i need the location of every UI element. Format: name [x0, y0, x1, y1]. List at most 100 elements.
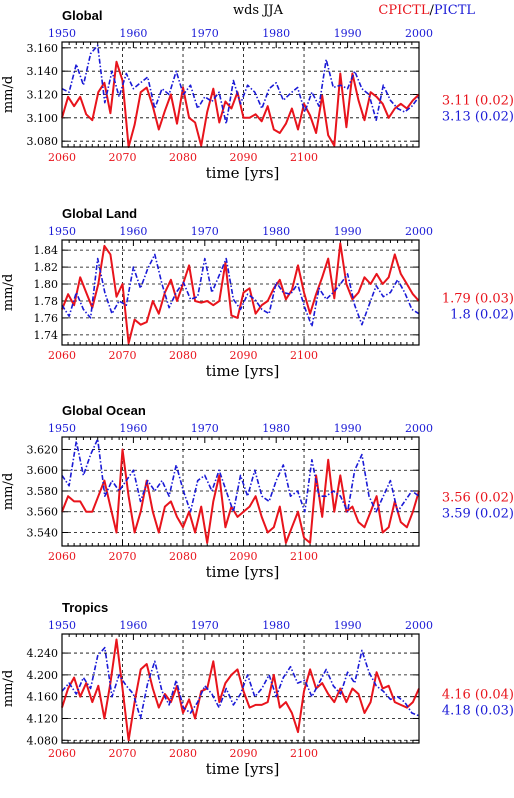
x-axis-label: time [yrs]: [206, 362, 280, 380]
y-tick-label: 4.080: [27, 734, 59, 747]
x-tick-label-bottom: 2080: [169, 747, 197, 760]
x-tick-label-bottom: 2100: [290, 747, 318, 760]
y-tick-label: 3.120: [27, 89, 59, 102]
stat-label-pictl: 4.18 (0.03): [442, 704, 514, 719]
x-tick-label-top: 1980: [262, 619, 290, 632]
y-tick-label: 3.620: [27, 443, 59, 456]
x-tick-label-bottom: 2100: [290, 349, 318, 362]
panels-container: Global 3.080 3.100 3.120 3.140 3.160 2060 2070 2…: [1, 8, 514, 778]
x-tick-label-top: 1980: [262, 225, 290, 238]
y-axis-label: mm/d: [1, 76, 16, 113]
x-tick-label-top: 1970: [191, 27, 219, 40]
y-tick-label: 3.100: [27, 112, 59, 125]
legend-red-label: CPICTL: [378, 3, 429, 18]
x-axis-label: time [yrs]: [206, 563, 280, 581]
y-tick-label: 1.74: [34, 329, 59, 342]
x-tick-label-bottom: 2080: [169, 550, 197, 563]
series-line-pictl: [61, 44, 420, 125]
x-tick-label-bottom: 2060: [48, 550, 76, 563]
x-tick-label-top: 2000: [405, 422, 433, 435]
stat-label-pictl: 3.13 (0.02): [442, 110, 514, 125]
x-tick-label-bottom: 2090: [230, 550, 258, 563]
x-tick-label-bottom: 2070: [109, 151, 137, 164]
y-tick-label: 3.600: [27, 464, 59, 477]
series-line-pictl: [61, 646, 420, 720]
x-tick-label-top: 1950: [48, 422, 76, 435]
x-tick-label-top: 1970: [191, 619, 219, 632]
y-tick-label: 3.540: [27, 527, 59, 540]
x-tick-label-top: 2000: [405, 225, 433, 238]
legend-separator: /: [429, 3, 434, 18]
panel-3: Global Ocean 3.540 3.560 3.580 3.600 3.620 206…: [1, 403, 514, 581]
x-tick-label-top: 1960: [119, 422, 147, 435]
stat-label-cpictl: 3.56 (0.02): [442, 491, 514, 506]
stat-label-pictl: 1.8 (0.02): [450, 308, 514, 323]
x-tick-label-top: 1970: [191, 225, 219, 238]
plot-frame: [61, 436, 420, 547]
plot-frame: [61, 633, 420, 744]
panel-title: Global Ocean: [62, 403, 146, 418]
panel-1: Global 3.080 3.100 3.120 3.140 3.160 2060 2070 2…: [1, 8, 514, 182]
y-tick-label: 4.160: [27, 691, 59, 704]
x-tick-label-bottom: 2060: [48, 747, 76, 760]
x-tick-label-top: 2000: [405, 27, 433, 40]
x-tick-label-bottom: 2070: [109, 349, 137, 362]
series-line-cpictl: [61, 60, 420, 148]
panel-title: Tropics: [62, 600, 108, 615]
x-tick-label-bottom: 2060: [48, 151, 76, 164]
y-tick-label: 1.84: [34, 244, 59, 257]
panel-title: Global: [62, 8, 102, 23]
x-tick-label-bottom: 2080: [169, 349, 197, 362]
y-tick-label: 1.80: [34, 278, 59, 291]
x-tick-label-top: 1980: [262, 27, 290, 40]
x-axis-label: time [yrs]: [206, 164, 280, 182]
series-line-cpictl: [61, 638, 420, 742]
stat-label-cpictl: 4.16 (0.04): [442, 688, 514, 703]
panel-title: Global Land: [62, 206, 137, 221]
x-tick-label-top: 1970: [191, 422, 219, 435]
x-tick-label-top: 1990: [334, 225, 362, 238]
x-tick-label-top: 1950: [48, 225, 76, 238]
y-tick-label: 3.080: [27, 135, 59, 148]
x-tick-label-top: 2000: [405, 619, 433, 632]
series-line-pictl: [61, 438, 420, 513]
x-tick-label-top: 1960: [119, 27, 147, 40]
x-tick-label-bottom: 2060: [48, 349, 76, 362]
x-tick-label-top: 1950: [48, 27, 76, 40]
y-tick-label: 1.82: [34, 261, 59, 274]
x-tick-label-bottom: 2070: [109, 747, 137, 760]
x-tick-label-bottom: 2080: [169, 151, 197, 164]
y-tick-label: 1.76: [34, 312, 59, 325]
x-tick-label-bottom: 2090: [230, 747, 258, 760]
series-line-cpictl: [61, 448, 420, 544]
x-tick-label-bottom: 2100: [290, 550, 318, 563]
x-tick-label-top: 1950: [48, 619, 76, 632]
panel-4: Tropics 4.080 4.120 4.160 4.200 4.240 2060 2070…: [1, 600, 514, 778]
x-tick-label-top: 1960: [119, 225, 147, 238]
header-center-label: wds JJA: [233, 3, 284, 18]
stat-label-cpictl: 1.79 (0.03): [442, 292, 514, 307]
legend-label: CPICTL/PICTL: [378, 3, 475, 18]
series-line-cpictl: [61, 242, 420, 345]
y-axis-label: mm/d: [1, 670, 16, 707]
y-axis-label: mm/d: [1, 473, 16, 510]
y-tick-label: 3.580: [27, 485, 59, 498]
x-tick-label-top: 1960: [119, 619, 147, 632]
x-tick-label-bottom: 2100: [290, 151, 318, 164]
x-tick-label-top: 1990: [334, 619, 362, 632]
x-axis-label: time [yrs]: [206, 760, 280, 778]
series-line-pictl: [61, 253, 420, 328]
y-tick-label: 3.560: [27, 506, 59, 519]
y-axis-label: mm/d: [1, 274, 16, 311]
y-tick-label: 4.240: [27, 647, 59, 660]
x-tick-label-bottom: 2090: [230, 349, 258, 362]
x-tick-label-bottom: 2070: [109, 550, 137, 563]
stat-label-pictl: 3.59 (0.02): [442, 507, 514, 522]
plot-frame: [61, 41, 420, 148]
y-tick-label: 3.160: [27, 42, 59, 55]
y-tick-label: 4.120: [27, 712, 59, 725]
panel-2: Global Land 1.74 1.76 1.78 1.80 1.82 1.84 2060 2…: [1, 206, 514, 380]
x-tick-label-top: 1980: [262, 422, 290, 435]
plot-frame: [61, 239, 420, 346]
